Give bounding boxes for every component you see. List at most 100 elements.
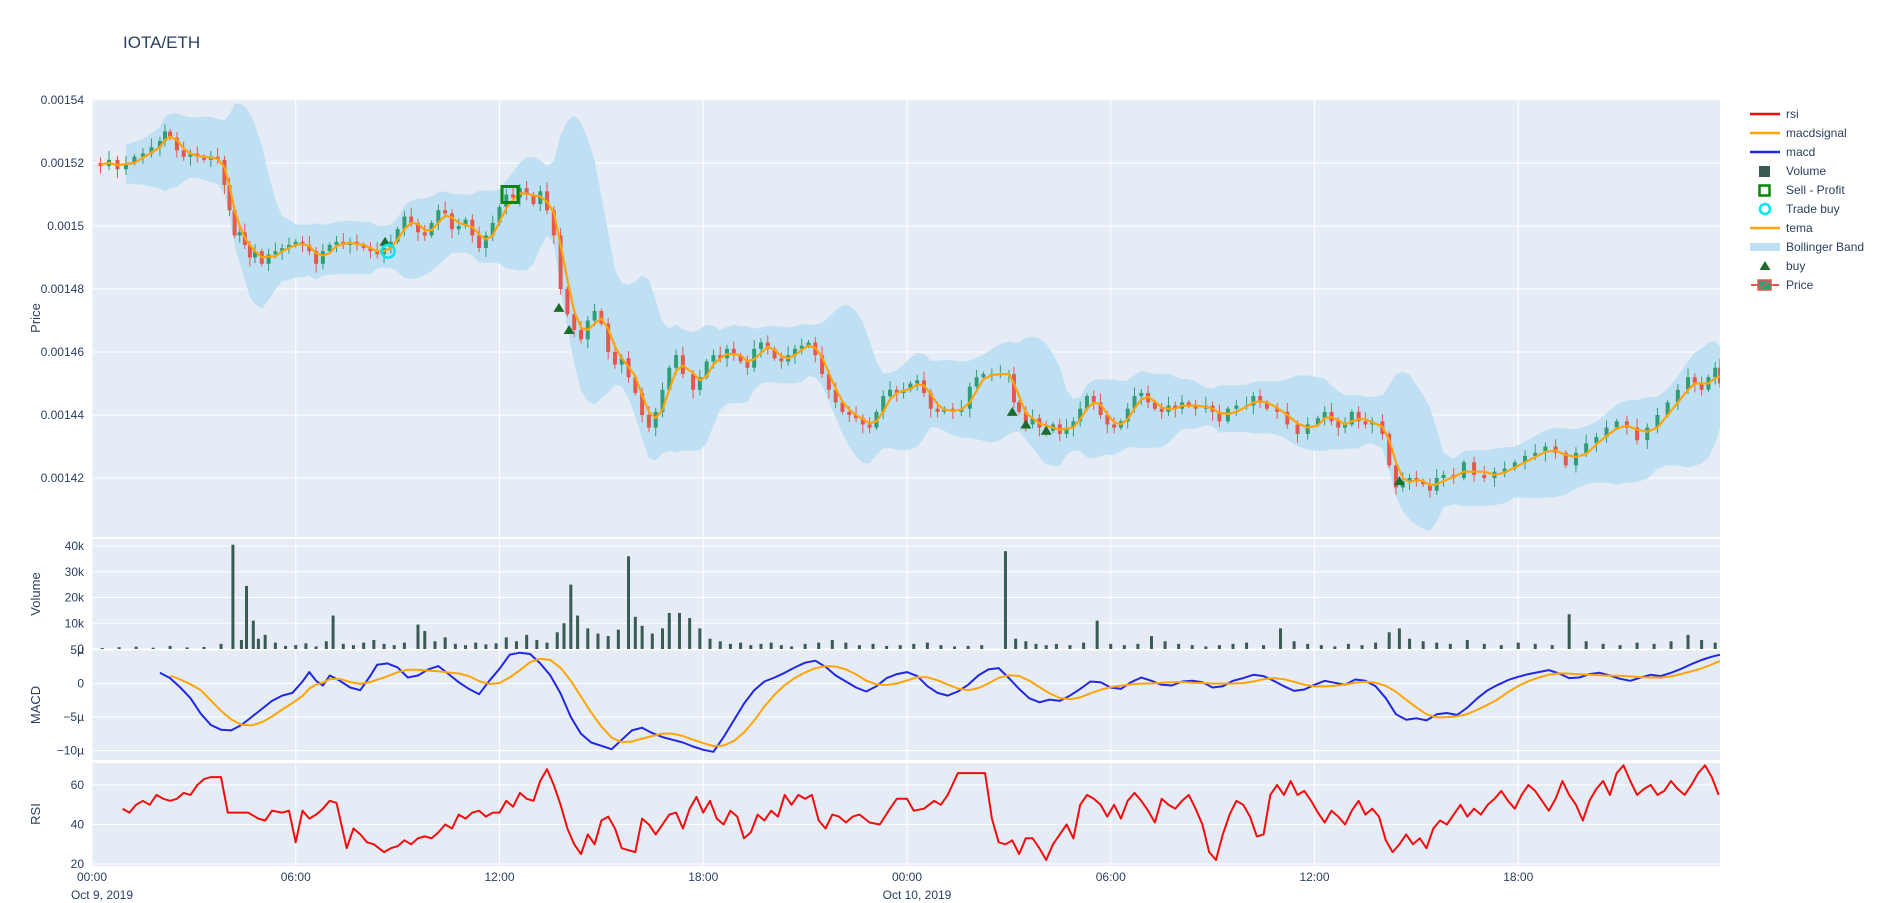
volume-bar bbox=[616, 629, 620, 649]
candle-body bbox=[1152, 402, 1157, 409]
candle-body bbox=[1091, 396, 1096, 403]
rsi-panel[interactable] bbox=[91, 763, 1720, 866]
legend-item-sell-profit[interactable]: Sell - Profit bbox=[1748, 180, 1864, 199]
x-tick-label: 18:00 bbox=[688, 870, 718, 884]
volume-bar bbox=[239, 639, 243, 649]
legend-item-bollinger-band[interactable]: Bollinger Band bbox=[1748, 237, 1864, 256]
legend-item-macd[interactable]: macd bbox=[1748, 142, 1864, 161]
x-tick-label: 18:00 bbox=[1503, 870, 1533, 884]
tick-label: 40 bbox=[71, 818, 85, 832]
candle-body bbox=[327, 244, 332, 252]
volume-bars[interactable] bbox=[100, 544, 1717, 649]
volume-bar bbox=[402, 642, 406, 649]
candle-body bbox=[1112, 424, 1117, 428]
volume-bar bbox=[650, 633, 654, 649]
volume-bar bbox=[708, 638, 712, 649]
legend-item-trade-buy[interactable]: Trade buy bbox=[1748, 199, 1864, 218]
tick-label: 40k bbox=[65, 539, 85, 553]
volume-bar bbox=[1618, 645, 1622, 649]
legend-item-price[interactable]: Price bbox=[1748, 275, 1864, 294]
candle-body bbox=[477, 235, 482, 249]
x-tick-label: 00:00 bbox=[892, 870, 922, 884]
candle-body bbox=[273, 251, 278, 255]
volume-panel[interactable] bbox=[91, 539, 1720, 649]
candle-body bbox=[1193, 405, 1198, 409]
volume-bar bbox=[362, 642, 366, 649]
candle-body bbox=[1699, 383, 1704, 390]
legend-item-macdsignal[interactable]: macdsignal bbox=[1748, 123, 1864, 142]
candle-body bbox=[1523, 455, 1528, 463]
volume-bar bbox=[718, 641, 722, 649]
candle-body bbox=[1363, 421, 1368, 425]
candle-body bbox=[860, 418, 865, 425]
rsi-line bbox=[122, 764, 1720, 861]
candle-body bbox=[928, 392, 933, 409]
candle-body bbox=[1275, 408, 1280, 412]
candle-body bbox=[1139, 392, 1144, 397]
candle-body bbox=[531, 194, 536, 204]
volume-bar bbox=[100, 647, 104, 649]
volume-bar bbox=[464, 645, 468, 649]
candle-body bbox=[1017, 402, 1022, 412]
legend-item-tema[interactable]: tema bbox=[1748, 218, 1864, 237]
legend: rsi macdsignal macd Volume Sell - Profit Trad… bbox=[1748, 104, 1864, 294]
volume-bar bbox=[1333, 646, 1337, 649]
candle-body bbox=[1030, 418, 1035, 425]
legend-item-label: macd bbox=[1786, 144, 1816, 159]
legend-item-label: buy bbox=[1786, 258, 1806, 273]
volume-bar bbox=[728, 643, 732, 649]
candle-body bbox=[731, 348, 736, 356]
legend-item-rsi[interactable]: rsi bbox=[1748, 104, 1864, 123]
candle-body bbox=[653, 411, 658, 428]
volume-bar bbox=[1034, 643, 1038, 649]
candle-body bbox=[1132, 396, 1137, 409]
candle-body bbox=[1349, 411, 1354, 425]
candle-body bbox=[1584, 443, 1589, 453]
volume-bar bbox=[1499, 645, 1503, 649]
x-tick-label: 06:00 bbox=[281, 870, 311, 884]
volume-bar bbox=[1190, 645, 1194, 649]
candle-body bbox=[578, 329, 583, 340]
sell-profit-legend-icon bbox=[1758, 183, 1771, 197]
candle-body bbox=[140, 153, 145, 157]
macd-panel[interactable] bbox=[91, 650, 1720, 760]
volume-bar bbox=[294, 645, 298, 649]
candle-body bbox=[1336, 421, 1341, 428]
volume-bar bbox=[1319, 645, 1323, 649]
candle-body bbox=[745, 361, 750, 368]
legend-item-buy[interactable]: buy bbox=[1748, 256, 1864, 275]
legend-item-volume[interactable]: Volume bbox=[1748, 161, 1864, 180]
candle-body bbox=[820, 355, 825, 375]
trade-markers[interactable] bbox=[379, 185, 1405, 486]
volume-bar bbox=[1550, 645, 1554, 649]
volume-bar bbox=[219, 643, 223, 649]
candle-body bbox=[1084, 396, 1089, 409]
volume-bar bbox=[1567, 614, 1571, 649]
tick-label: 0.00146 bbox=[41, 345, 85, 359]
candle-body bbox=[1421, 481, 1426, 485]
volume-bar bbox=[351, 645, 355, 649]
volume-bar bbox=[1024, 641, 1028, 649]
candle-body bbox=[1258, 396, 1263, 403]
x-tick-label: 12:00 bbox=[484, 870, 514, 884]
candle-body bbox=[792, 348, 797, 356]
candle-body bbox=[1343, 424, 1348, 428]
volume-bar bbox=[1003, 551, 1007, 649]
candle-body bbox=[974, 377, 979, 387]
volume-bar bbox=[545, 642, 549, 649]
candle-body bbox=[1234, 405, 1239, 409]
macdsignal-legend-icon bbox=[1750, 131, 1780, 134]
volume-bar bbox=[953, 646, 957, 649]
legend-item-label: tema bbox=[1786, 220, 1813, 235]
volume-bar bbox=[416, 624, 420, 649]
sell-profit-marker bbox=[500, 185, 520, 204]
candle-body bbox=[395, 229, 400, 242]
volume-bar bbox=[1177, 643, 1181, 649]
candle-body bbox=[551, 210, 556, 236]
volume-bar bbox=[117, 647, 121, 649]
volume-bar bbox=[830, 639, 834, 649]
bollinger-band bbox=[126, 103, 1720, 532]
volume-bar bbox=[606, 636, 610, 649]
candle-body bbox=[314, 251, 319, 264]
